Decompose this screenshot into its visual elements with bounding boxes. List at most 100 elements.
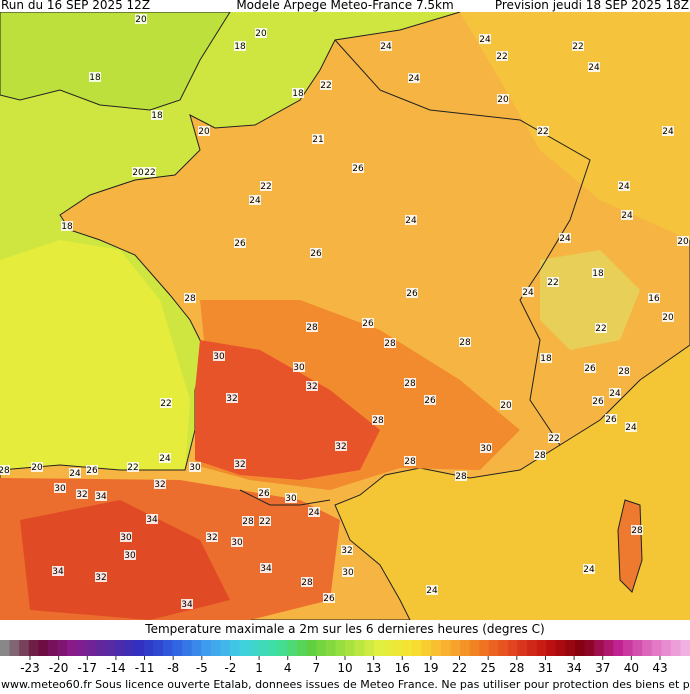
colorbar-swatch [670,640,681,656]
contour-label: 28 [306,323,318,333]
label-box [234,238,246,248]
colorbar-swatch [95,640,106,656]
colorbar-tick-label: 13 [366,661,381,675]
label-box [341,545,353,555]
colorbar-swatch [57,640,68,656]
contour-labels: 20 20 18 18 24 24 22 24 22 24 22 18 20 18 20 21 22 24 26 20… [0,14,689,610]
colorbar-swatch [392,640,403,656]
contour-label: 20 [500,401,512,411]
label-box [592,268,604,278]
colorbar-swatch [0,640,11,656]
colorbar-swatch [546,640,557,656]
contour-label: 24 [662,127,674,137]
label-box [609,388,621,398]
colorbar-swatch [373,640,384,656]
label-box [89,72,101,82]
label-box [618,366,630,376]
colorbar-swatch [38,640,49,656]
label-box [135,14,147,24]
contour-label: 22 [537,127,548,137]
contour-label: 28 [184,294,196,304]
contour-label: 22 [144,168,155,178]
label-box [540,353,552,363]
contour-label: 24 [405,216,417,226]
label-box [124,550,136,560]
colorbar-swatch [460,640,471,656]
colorbar-swatch [277,640,288,656]
contour-label: 32 [335,442,346,452]
label-box [459,337,471,347]
label-box [559,233,571,243]
label-box [588,62,600,72]
label-box [159,453,171,463]
contour-label: 30 [480,444,492,454]
label-box [127,462,139,472]
contour-label: 18 [540,354,552,364]
contour-label: 26 [424,396,436,406]
colorbar-swatch [115,640,126,656]
forecast-text: Prevision jeudi 18 SEP 2025 18Z [495,0,689,12]
colorbar: -23 -20 -17 -14 -11 -8 -5 -2 1 4 7 10 13 16 19 22 25 28 31… [0,640,690,675]
contour-label: 24 [588,63,600,73]
colorbar-swatch [76,640,87,656]
label-box [198,126,210,136]
contour-label: 24 [522,288,534,298]
contour-label: 24 [618,182,630,192]
contour-label: 18 [592,269,604,279]
contour-label: 28 [534,451,546,461]
label-box [404,456,416,466]
colorbar-swatch [479,640,490,656]
colorbar-swatch [306,640,317,656]
contour-label: 32 [234,460,245,470]
contour-label: 26 [323,594,335,604]
label-box [662,126,674,136]
contour-label: 21 [312,135,323,145]
contour-label: 22 [572,42,583,52]
label-box [160,398,172,408]
contour-label: 30 [293,363,305,373]
contour-label: 20 [132,168,144,178]
label-box [405,215,417,225]
label-box [249,195,261,205]
contour-label: 22 [160,399,171,409]
label-box [95,491,107,501]
label-box [497,94,509,104]
colorbar-tick-label: -23 [20,661,40,675]
contour-label: 28 [455,472,467,482]
contour-label: 34 [95,492,107,502]
colorbar-swatch [287,640,298,656]
colorbar-swatch [402,640,413,656]
label-box [206,532,218,542]
label-box [258,488,270,498]
label-box [234,41,246,51]
label-box [480,443,492,453]
contour-label: 20 [135,15,147,25]
label-box [320,80,332,90]
label-box [234,459,246,469]
label-box [372,415,384,425]
very-hot-zone [195,340,380,480]
contour-label: 24 [479,35,491,45]
label-box [362,318,374,328]
label-box [306,322,318,332]
colorbar-title: Temperature maximale a 2m sur les 6 dern… [144,622,544,636]
colorbar-swatch [325,640,336,656]
colorbar-swatch [335,640,346,656]
label-box [292,88,304,98]
colorbar-swatch [517,640,528,656]
colorbar-swatch [230,640,241,656]
colorbar-swatch [412,640,423,656]
contour-label: 20 [497,95,509,105]
colorbar-tick-label: 16 [395,661,410,675]
colorbar-swatch [86,640,97,656]
label-box [293,362,305,372]
colorbar-swatch [143,640,154,656]
colorbar-tick-label: 19 [423,661,438,675]
colorbar-swatch [488,640,499,656]
colorbar-tick-label: 7 [313,661,321,675]
label-box [584,363,596,373]
colorbar-swatch [67,640,78,656]
contour-label: 34 [260,564,272,574]
label-box [144,167,156,177]
colorbar-swatch [354,640,365,656]
